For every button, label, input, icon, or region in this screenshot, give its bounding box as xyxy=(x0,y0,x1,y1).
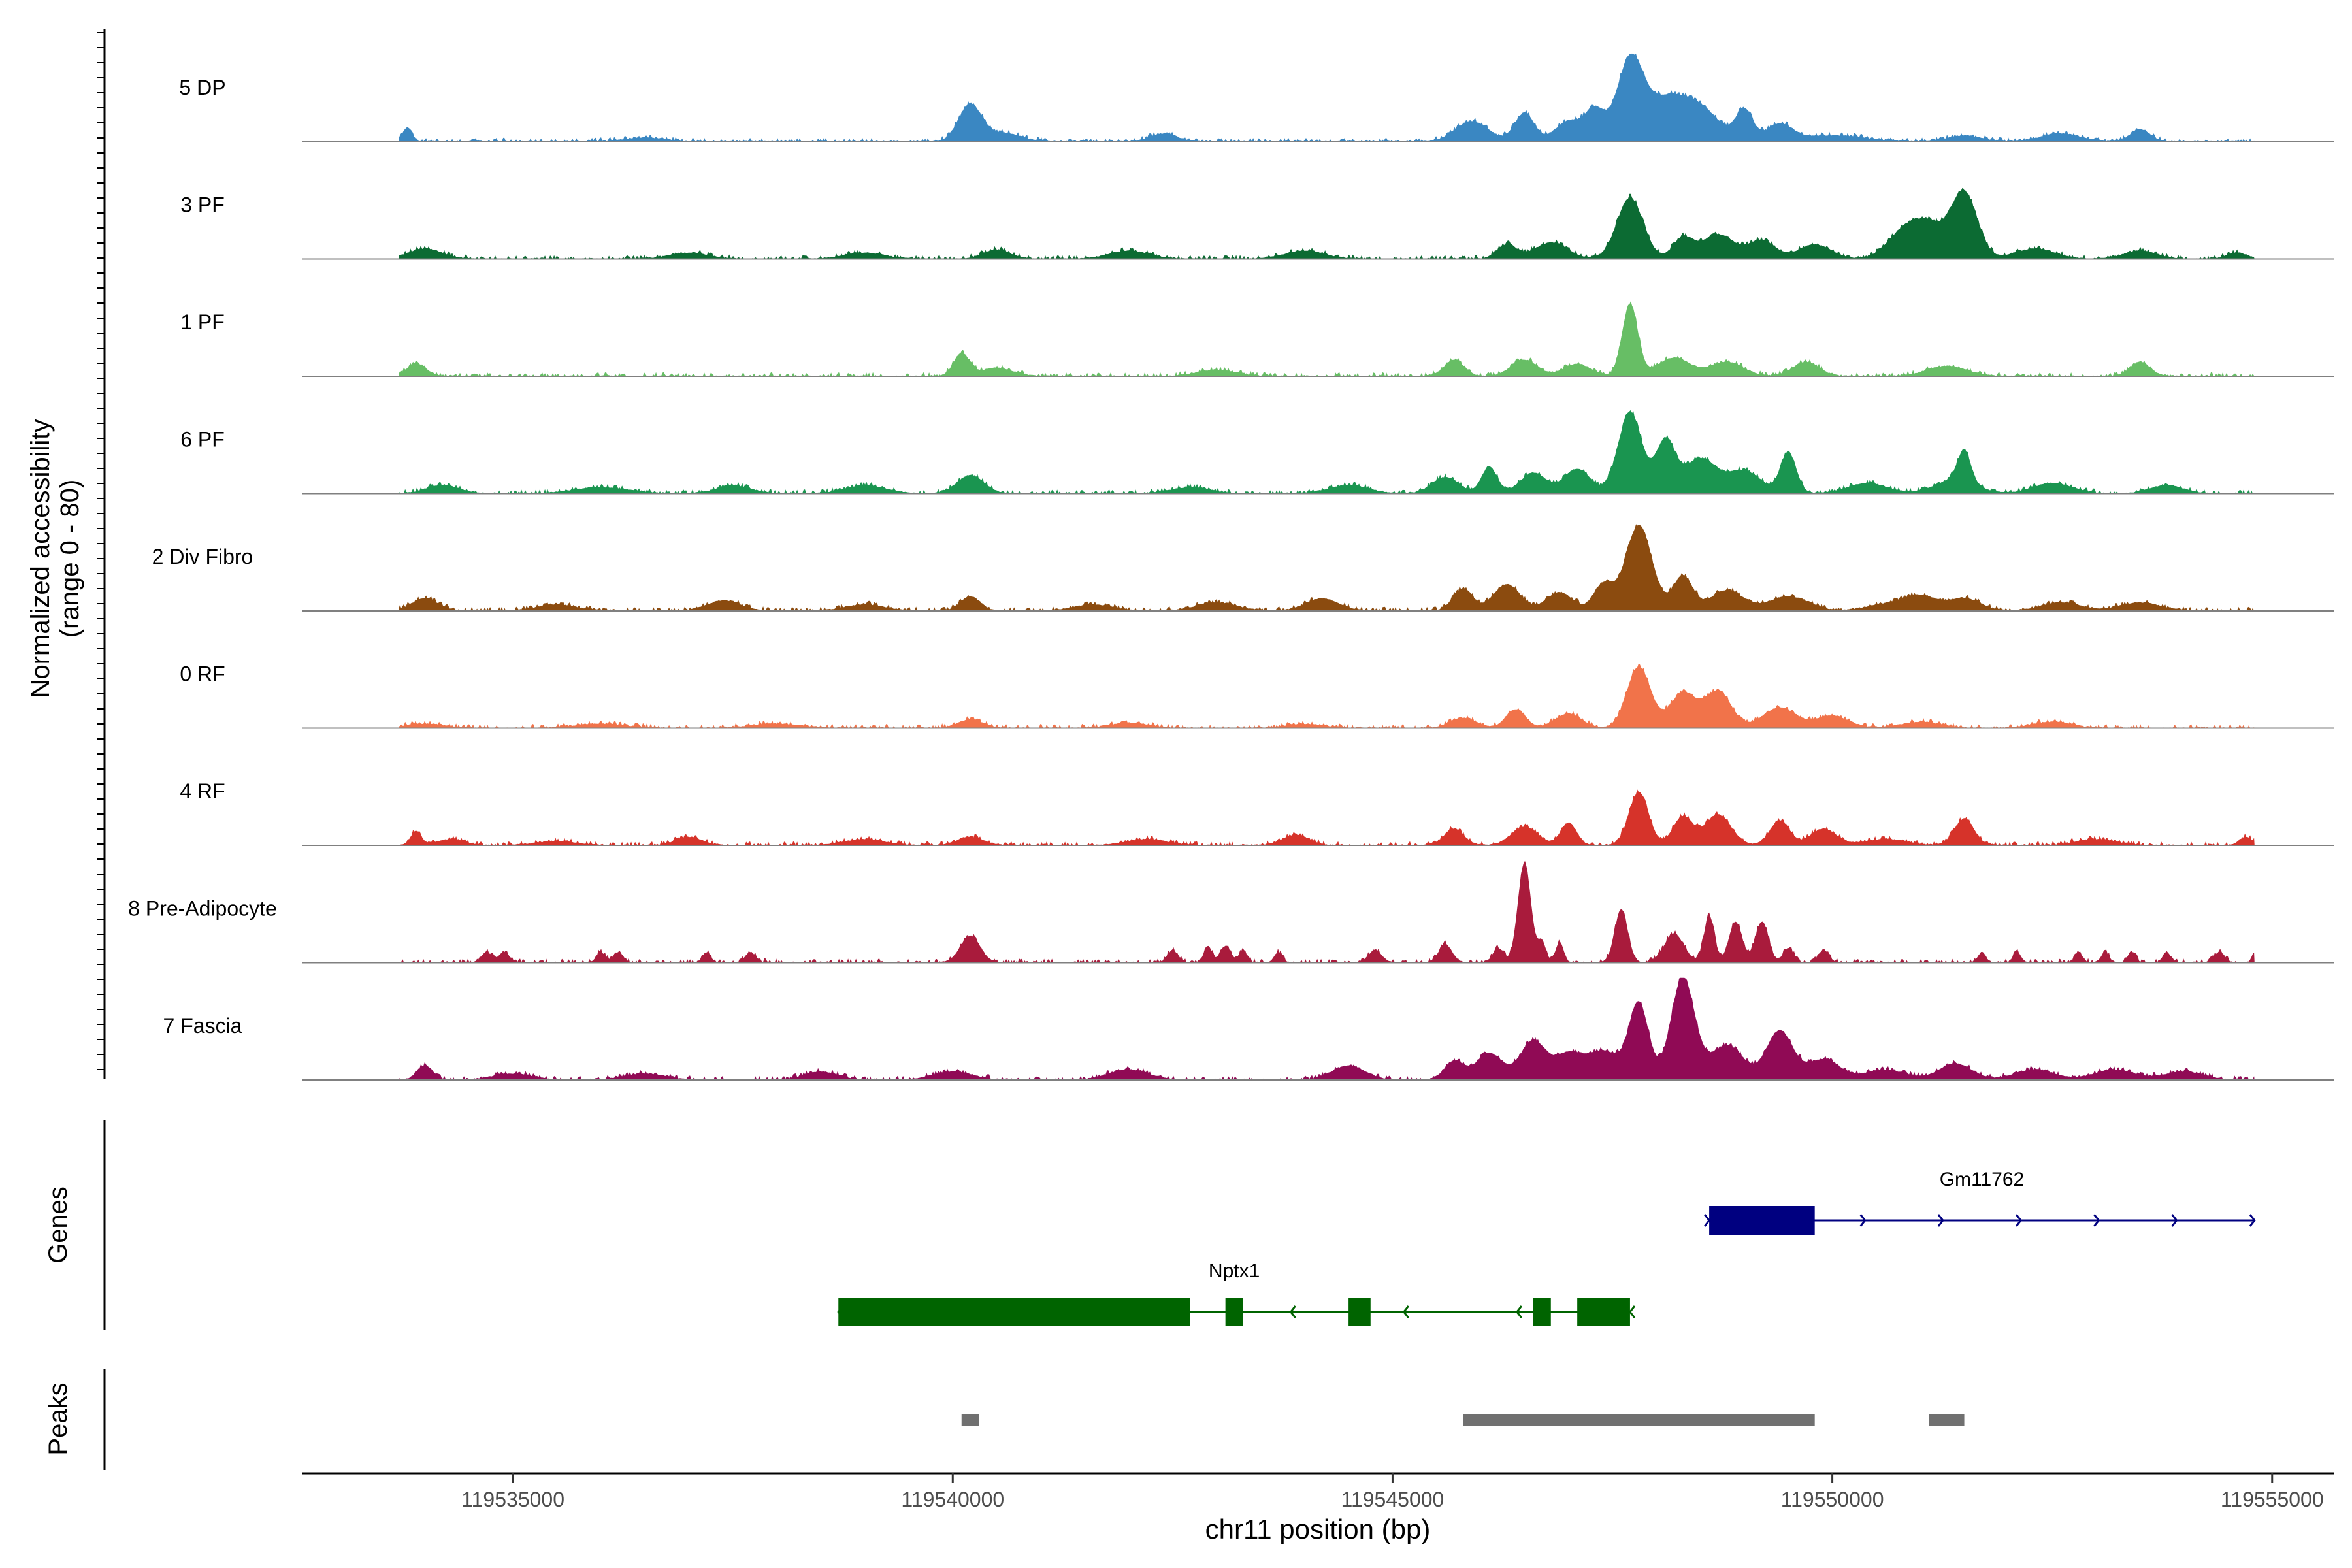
strand-arrow xyxy=(837,1305,844,1318)
track-label: 1 PF xyxy=(180,310,225,334)
track-2-div-fibro: 2 Div Fibro xyxy=(152,524,2334,612)
gene-nptx1: Nptx1 xyxy=(837,1260,1636,1326)
peak-region xyxy=(1463,1414,1815,1426)
track-5-dp: 5 DP xyxy=(179,53,2334,142)
strand-arrow xyxy=(1782,1214,1789,1227)
coverage-area xyxy=(399,977,2255,1080)
genes-panel: Genes Gm11762 Nptx1 xyxy=(44,1120,2256,1330)
track-1-pf: 1 PF xyxy=(180,301,2334,377)
genes-panel-label: Genes xyxy=(44,1186,73,1264)
coverage-y-ticks xyxy=(97,32,105,1070)
gene-label: Gm11762 xyxy=(1940,1169,2025,1190)
strand-arrow xyxy=(1703,1214,1711,1227)
strand-arrow xyxy=(1063,1305,1070,1318)
strand-arrow xyxy=(1859,1214,1867,1227)
x-tick-label: 119540000 xyxy=(901,1488,1004,1511)
peak-regions xyxy=(961,1414,1965,1426)
gene-exon xyxy=(1577,1298,1630,1326)
track-6-pf: 6 PF xyxy=(180,410,2334,495)
y-axis-label-line1: Normalized accessibility xyxy=(26,419,55,698)
strand-arrow xyxy=(1937,1214,1944,1227)
strand-arrow xyxy=(1629,1305,1636,1318)
strand-arrow xyxy=(2171,1214,2178,1227)
strand-arrow xyxy=(1289,1305,1296,1318)
x-axis: 119535000 119540000 119545000 119550000 1195… xyxy=(302,1472,2334,1544)
gene-exon xyxy=(1533,1298,1551,1326)
strand-arrow xyxy=(1515,1305,1523,1318)
x-axis-title: chr11 position (bp) xyxy=(1205,1514,1431,1544)
strand-arrow xyxy=(1176,1305,1183,1318)
coverage-area xyxy=(399,524,2255,611)
coverage-area xyxy=(399,789,2255,845)
gene-exon xyxy=(838,1298,1190,1326)
strand-arrow xyxy=(2015,1214,2022,1227)
x-tick-label: 119545000 xyxy=(1341,1488,1445,1511)
coverage-area xyxy=(399,187,2255,259)
track-label: 0 RF xyxy=(180,662,225,686)
track-4-rf: 4 RF xyxy=(180,779,2334,846)
peaks-panel-label: Peaks xyxy=(44,1382,73,1455)
track-label: 4 RF xyxy=(180,779,225,803)
track-label: 7 Fascia xyxy=(163,1014,242,1037)
strand-arrow xyxy=(950,1305,957,1318)
strand-arrow xyxy=(1402,1305,1409,1318)
coverage-area xyxy=(399,301,2255,376)
coverage-tracks: 5 DP 3 PF 1 PF 6 PF 2 Div Fibro 0 RF 4 RF 8 Pre… xyxy=(128,53,2334,1081)
track-7-fascia: 7 Fascia xyxy=(163,977,2334,1081)
track-8-pre-adipocyte: 8 Pre-Adipocyte xyxy=(128,860,2334,964)
coverage-area xyxy=(399,663,2255,728)
track-label: 6 PF xyxy=(180,428,225,451)
track-3-pf: 3 PF xyxy=(180,187,2334,260)
gene-exon xyxy=(1348,1298,1371,1326)
gene-exon xyxy=(1225,1298,1243,1326)
peaks-panel: Peaks xyxy=(44,1369,1965,1470)
track-label: 2 Div Fibro xyxy=(152,545,253,568)
x-tick-label: 119550000 xyxy=(1781,1488,1884,1511)
coverage-area xyxy=(399,860,2255,963)
x-tick-label: 119535000 xyxy=(461,1488,564,1511)
gene-label: Nptx1 xyxy=(1209,1260,1260,1282)
x-ticks: 119535000 119540000 119545000 119550000 1195… xyxy=(461,1473,2324,1511)
coverage-area xyxy=(399,410,2255,494)
peak-region xyxy=(961,1414,979,1426)
peak-region xyxy=(1929,1414,1965,1426)
track-label: 3 PF xyxy=(180,193,225,217)
gene-gm11762: Gm11762 xyxy=(1703,1169,2256,1235)
coverage-panel: Normalized accessibility (range 0 - 80) … xyxy=(26,29,2334,1081)
gene-models: Gm11762 Nptx1 xyxy=(837,1169,2256,1326)
strand-arrow xyxy=(2249,1214,2256,1227)
strand-arrow xyxy=(2093,1214,2100,1227)
coverage-area xyxy=(399,53,2255,142)
gene-exon xyxy=(1709,1206,1815,1235)
y-axis-label-line2: (range 0 - 80) xyxy=(56,480,84,638)
x-tick-label: 119555000 xyxy=(2221,1488,2324,1511)
track-label: 5 DP xyxy=(179,76,225,99)
track-0-rf: 0 RF xyxy=(180,662,2334,729)
track-label: 8 Pre-Adipocyte xyxy=(128,897,277,921)
